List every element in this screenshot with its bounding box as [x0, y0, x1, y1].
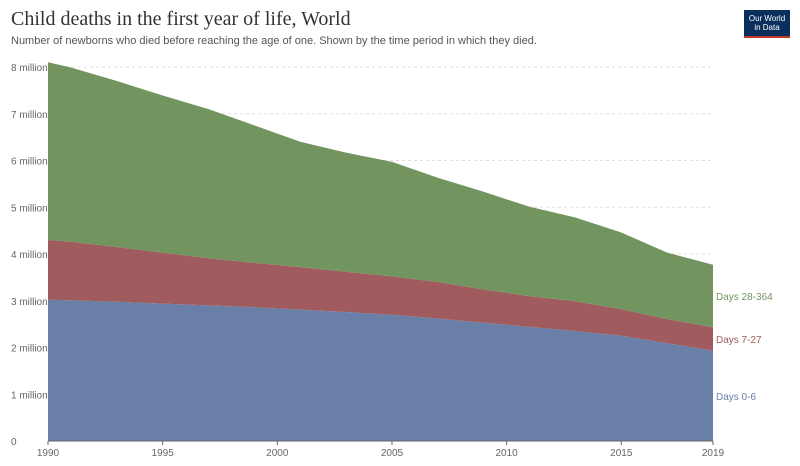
chart-title: Child deaths in the first year of life, … [11, 8, 351, 30]
series-label: Days 28-364 [716, 292, 773, 303]
y-tick-label: 5 million [11, 203, 48, 214]
x-tick-label: 2015 [610, 448, 633, 459]
y-tick-label: 6 million [11, 157, 48, 168]
area-days-7-27[interactable] [48, 240, 713, 351]
x-tick-label: 2000 [266, 448, 289, 459]
chart-subtitle: Number of newborns who died before reach… [11, 35, 537, 47]
series-label: Days 7-27 [716, 335, 762, 346]
y-tick-label: 4 million [11, 250, 48, 261]
logo-line-1: Our World [748, 14, 786, 23]
y-tick-label: 8 million [11, 63, 48, 74]
y-tick-label: 1 million [11, 390, 48, 401]
axes: 0 1 million 2 million 3 million 4 million 5 m… [11, 63, 725, 459]
y-tick-label: 3 million [11, 297, 48, 308]
series-labels: Days 0-6 Days 7-27 Days 28-364 [716, 292, 773, 403]
y-tick-label: 7 million [11, 110, 48, 121]
x-tick-label: 2005 [381, 448, 404, 459]
owid-logo[interactable]: Our World in Data [744, 10, 790, 38]
x-tick-label: 1995 [152, 448, 175, 459]
x-tick-label: 2019 [702, 448, 725, 459]
area-series [48, 62, 713, 441]
x-tick-label: 1990 [37, 448, 60, 459]
area-days-28-364[interactable] [48, 62, 713, 328]
y-tick-label: 2 million [11, 344, 48, 355]
logo-line-2: in Data [754, 23, 780, 32]
series-label: Days 0-6 [716, 392, 756, 403]
x-tick-label: 2010 [495, 448, 518, 459]
y-tick-label: 0 [11, 437, 17, 448]
area-days-0-6[interactable] [48, 299, 713, 441]
